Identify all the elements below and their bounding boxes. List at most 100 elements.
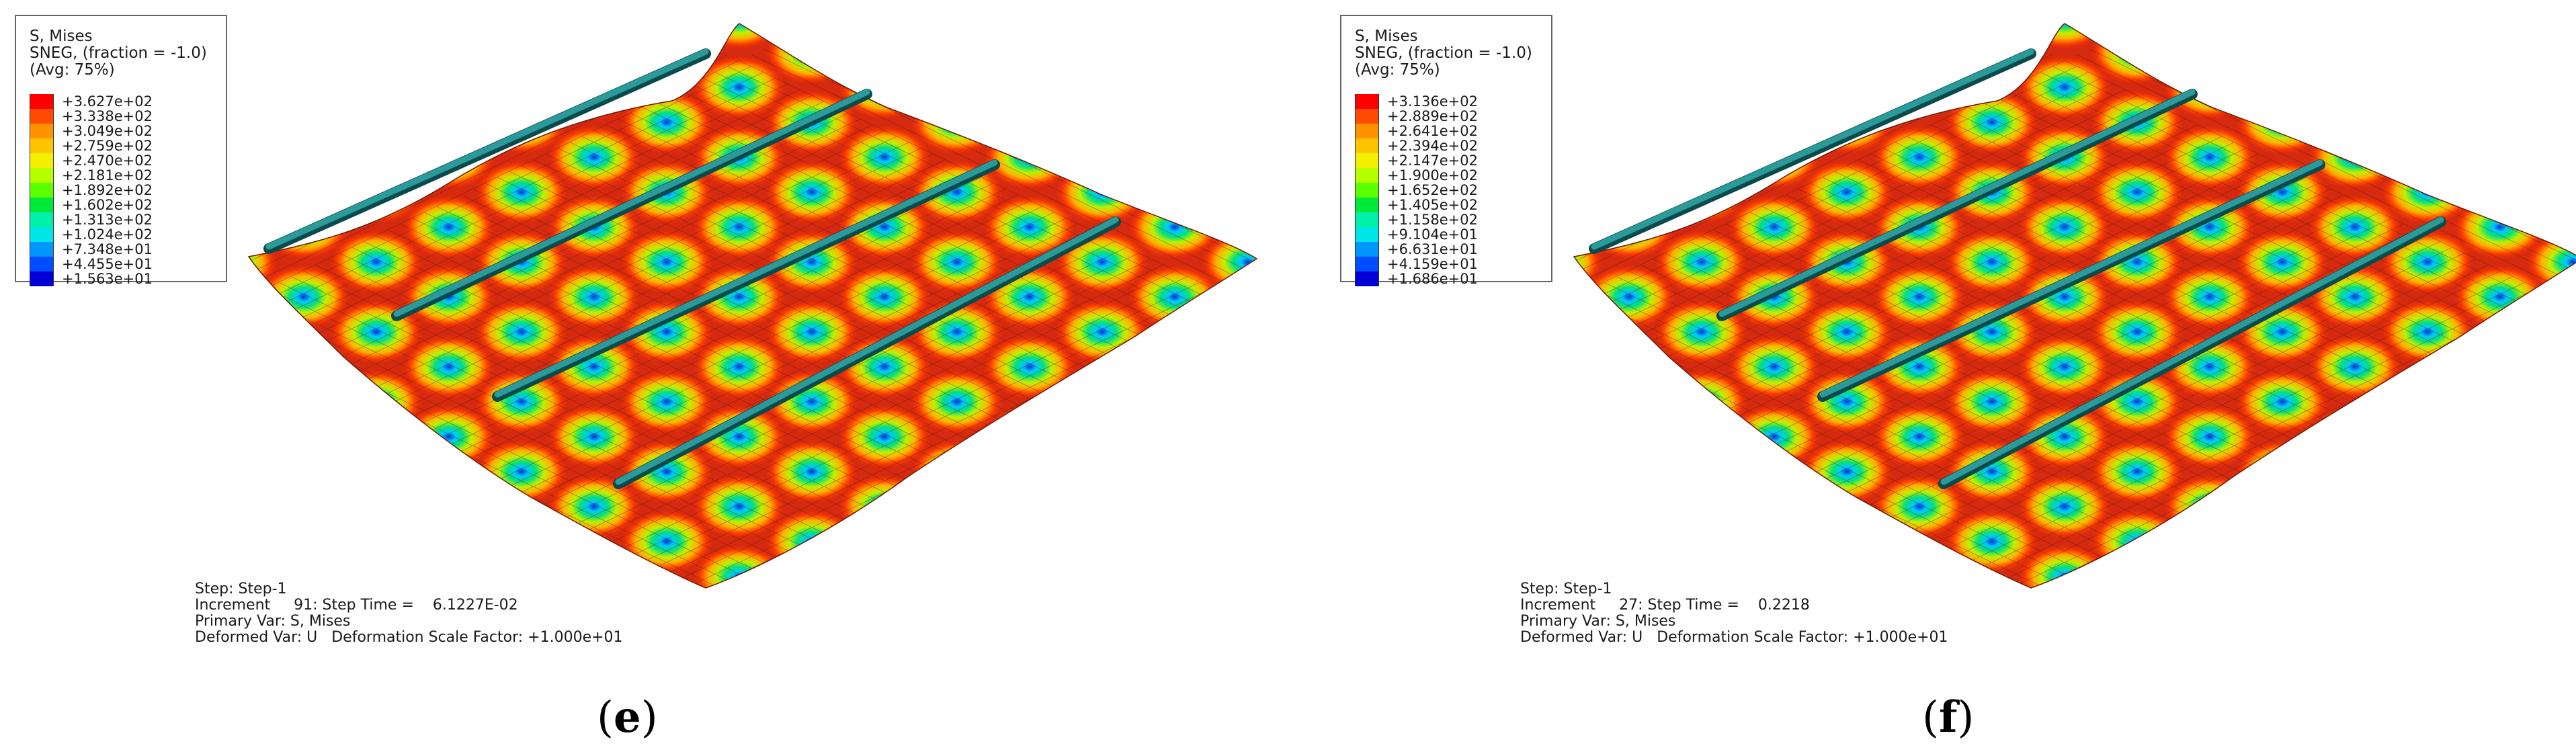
stress-contour-spot: [765, 160, 859, 224]
deformed-var-line: Deformed Var: U Deformation Scale Factor…: [1520, 629, 1948, 646]
stress-contour-spot: [1800, 160, 1894, 224]
legend-row: +6.631e+01: [1355, 241, 1478, 257]
increment-line: Increment 27: Step Time = 0.2218: [1520, 597, 1810, 614]
stress-contour-spot: [620, 300, 714, 364]
stress-contour-spot: [2308, 195, 2402, 259]
legend-swatch: [30, 212, 54, 227]
legend-swatch: [1355, 227, 1379, 242]
stress-contour-spot: [474, 370, 569, 434]
legend-value: +7.348e+01: [62, 241, 153, 257]
legend-swatch: [1355, 212, 1379, 227]
stress-contour-spot: [1200, 230, 1257, 294]
contour-legend: S, Mises SNEG, (fraction = -1.0) (Avg: 75%…: [15, 15, 227, 287]
stress-contour-spot: [2090, 230, 2184, 294]
stress-contour-spot: [2163, 405, 2257, 469]
legend-swatch: [30, 138, 54, 153]
legend-row: +3.049e+02: [30, 123, 153, 139]
stress-contour-spot: [2018, 195, 2112, 259]
stress-contour-spot: [2090, 160, 2184, 224]
legend-swatch: [1355, 183, 1379, 198]
legend-row: +2.641e+02: [1355, 122, 1478, 139]
stress-contour-spot: [2235, 370, 2329, 434]
stress-contour-spot: [1872, 405, 1966, 469]
legend-value: +1.158e+02: [1387, 211, 1478, 228]
legend-swatch: [30, 183, 54, 198]
legend-value: +4.159e+01: [1387, 255, 1478, 272]
stress-contour-spot: [2018, 405, 2112, 469]
stress-contour-spot: [2235, 439, 2329, 504]
step-line: Step: Step-1: [195, 581, 287, 597]
legend-row: +2.470e+02: [30, 153, 153, 169]
step-line: Step: Step-1: [1520, 581, 1612, 597]
stress-contour-spot: [1574, 300, 1604, 364]
legend-swatch: [1355, 198, 1379, 212]
stress-contour-spot: [329, 230, 423, 294]
stress-contour-spot: [765, 439, 859, 504]
stress-contour-spot: [547, 125, 641, 190]
legend-value: +2.759e+02: [62, 137, 153, 154]
stress-contour-spot: [2526, 230, 2576, 294]
legend-value: +2.147e+02: [1387, 152, 1478, 169]
stress-contour-spot: [2163, 474, 2257, 539]
legend-value: +2.641e+02: [1387, 122, 1478, 139]
stress-contour-spot: [547, 405, 641, 469]
legend-row: +3.627e+02: [30, 93, 153, 110]
legend-value: +1.900e+02: [1387, 167, 1478, 183]
deformed-surface: [1574, 24, 2576, 588]
legend-swatch: [30, 198, 54, 212]
legend-swatch: [30, 94, 54, 109]
legend-value: +1.892e+02: [62, 181, 153, 198]
legend-swatch: [1355, 109, 1379, 124]
stress-contour-spot: [983, 405, 1077, 469]
legend-row: +1.652e+02: [1355, 182, 1478, 198]
stress-contour-spot: [692, 195, 786, 259]
stress-contour-spot: [1872, 335, 1966, 399]
stress-contour-spot: [2018, 265, 2112, 329]
panel-f: S, Mises SNEG, (fraction = -1.0) (Avg: 75%…: [1325, 0, 2576, 756]
stress-contour-spot: [2453, 335, 2547, 399]
legend-title: S, Mises: [30, 28, 93, 45]
increment-line: Increment 91: Step Time = 6.1227E-02: [195, 597, 518, 614]
legend-swatch: [1355, 138, 1379, 153]
legend-value: +9.104e+01: [1387, 226, 1478, 243]
stress-contour-spot: [547, 265, 641, 329]
stress-contour-spot: [402, 335, 496, 399]
legend-swatch: [30, 168, 54, 183]
stress-contour-spot: [2380, 370, 2475, 434]
stress-contour-spot: [2526, 300, 2576, 364]
legend-swatch: [1355, 257, 1379, 271]
deformed-surface: [249, 24, 1257, 588]
stress-contour-spot: [2163, 265, 2257, 329]
panel-e: S, Mises SNEG, (fraction = -1.0) (Avg: 75%…: [15, 15, 1258, 743]
stress-contour-spot: [692, 335, 786, 399]
stress-contour-spot: [620, 230, 714, 294]
legend-row: +2.889e+02: [1355, 108, 1478, 124]
stress-contour-spot: [1655, 370, 1749, 434]
legend-value: +2.181e+02: [62, 167, 153, 183]
legend-row: +2.394e+02: [1355, 138, 1478, 154]
stress-contour-spot: [983, 195, 1077, 259]
legend-row: +3.136e+02: [1355, 93, 1478, 110]
stress-contour-spot: [2018, 335, 2112, 399]
deformed-var-line: Deformed Var: U Deformation Scale Factor…: [195, 629, 623, 646]
stress-contour-spot: [765, 300, 859, 364]
stress-contour-spot: [402, 195, 496, 259]
fe-model-plot: [247, 23, 1258, 589]
legend-avg: (Avg: 75%): [1355, 61, 1440, 79]
stress-contour-spot: [2308, 405, 2402, 469]
stress-contour-spot: [2163, 125, 2257, 190]
legend-swatch: [1355, 242, 1379, 257]
legend-swatch: [1355, 153, 1379, 168]
legend-swatch: [30, 109, 54, 124]
legend-row: +9.104e+01: [1355, 226, 1478, 243]
stress-contour-spot: [837, 265, 931, 329]
legend-swatch: [30, 257, 54, 271]
stress-contour-spot: [837, 195, 931, 259]
stress-contour-spot: [1872, 125, 1966, 190]
primary-var-line: Primary Var: S, Mises: [195, 613, 351, 630]
stress-contour-spot: [1945, 370, 2039, 434]
stress-contour-spot: [329, 370, 423, 434]
legend-row: +2.759e+02: [30, 137, 153, 154]
legend-subtitle: SNEG, (fraction = -1.0): [30, 44, 207, 62]
stress-contour-spot: [257, 335, 351, 399]
